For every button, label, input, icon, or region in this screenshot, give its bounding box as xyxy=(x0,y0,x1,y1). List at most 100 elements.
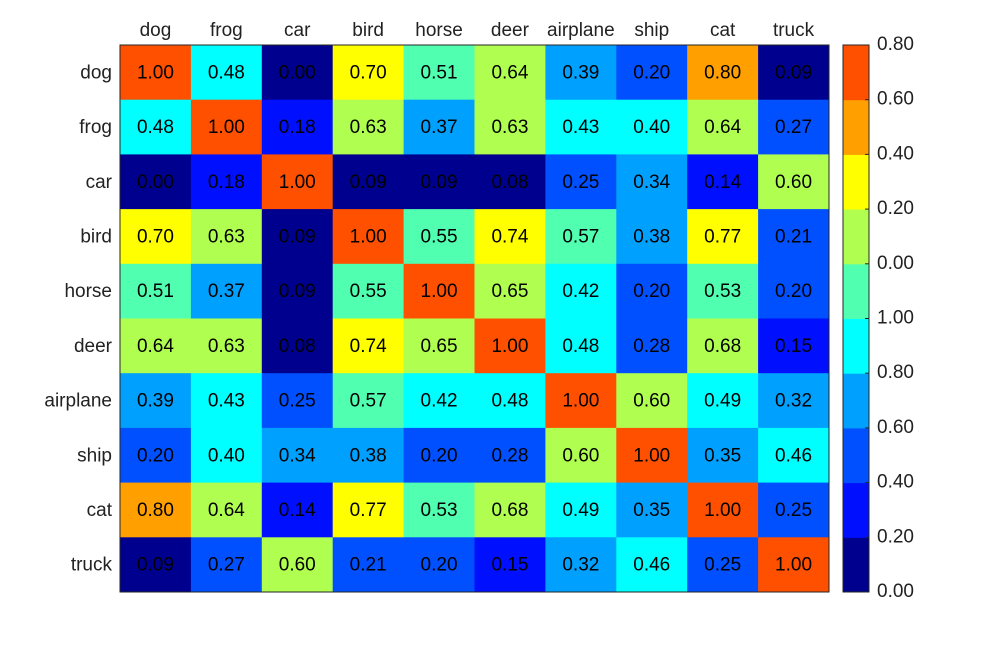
cell xyxy=(403,209,475,265)
cell-label: 0.09 xyxy=(421,172,458,193)
row-label: horse xyxy=(64,281,112,302)
cell xyxy=(120,537,192,593)
cell-label: 0.68 xyxy=(704,336,741,357)
cell-label: 0.32 xyxy=(775,391,812,412)
cell-label: 0.46 xyxy=(775,445,812,466)
cell-label: 0.46 xyxy=(633,555,670,576)
column-label: deer xyxy=(491,20,530,41)
cell-label: 0.34 xyxy=(633,172,670,193)
cell-label: 0.00 xyxy=(279,62,316,83)
cell xyxy=(687,482,759,538)
row-label: ship xyxy=(77,445,112,466)
cell-label: 0.35 xyxy=(704,445,741,466)
cell-label: 1.00 xyxy=(775,555,812,576)
cell xyxy=(403,482,475,538)
cell xyxy=(332,537,405,593)
cell xyxy=(474,537,546,593)
cell-label: 0.60 xyxy=(279,555,316,576)
column-label: truck xyxy=(773,20,815,41)
cell xyxy=(120,373,192,429)
cell-label: 0.77 xyxy=(704,226,741,247)
cell-label: 0.63 xyxy=(350,117,387,138)
cell-label: 0.70 xyxy=(137,226,174,247)
cell xyxy=(687,45,759,101)
cell xyxy=(758,209,830,265)
cell-label: 0.25 xyxy=(775,500,812,521)
cell xyxy=(758,373,830,429)
cell-label: 0.09 xyxy=(775,62,812,83)
cell xyxy=(758,537,830,593)
cell xyxy=(332,209,405,265)
row-label: dog xyxy=(80,62,112,83)
cell xyxy=(545,263,617,319)
column-label: car xyxy=(284,20,311,41)
cell xyxy=(332,99,405,155)
colorbar-tick-label: 0.40 xyxy=(877,143,914,164)
cell-label: 0.74 xyxy=(491,226,528,247)
cell-label: 0.37 xyxy=(421,117,458,138)
cell xyxy=(190,537,263,593)
cell-label: 0.80 xyxy=(704,62,741,83)
row-label: deer xyxy=(74,336,113,357)
cell-label: 0.20 xyxy=(633,281,670,302)
colorbar-tick-label: 0.60 xyxy=(877,417,914,438)
colorbar-segment xyxy=(843,537,869,593)
cell xyxy=(190,263,263,319)
cell xyxy=(545,373,617,429)
cell-label: 0.09 xyxy=(279,226,316,247)
colorbar-tick-label: 0.80 xyxy=(877,34,914,55)
cell xyxy=(403,45,475,101)
cell-label: 0.64 xyxy=(704,117,741,138)
cell-label: 0.39 xyxy=(137,391,174,412)
cell-label: 0.08 xyxy=(279,336,316,357)
cell-label: 0.43 xyxy=(208,391,245,412)
cell xyxy=(616,482,688,538)
cell-label: 0.32 xyxy=(562,555,599,576)
cell-label: 0.74 xyxy=(350,336,387,357)
cell-label: 0.60 xyxy=(633,391,670,412)
cell-label: 0.28 xyxy=(491,445,528,466)
cell xyxy=(403,99,475,155)
colorbar-tick-label: 1.00 xyxy=(877,308,914,329)
cell xyxy=(120,427,192,484)
cell-label: 0.40 xyxy=(208,445,245,466)
cell xyxy=(261,482,334,538)
colorbar-tick-label: 0.80 xyxy=(877,362,914,383)
column-label: bird xyxy=(352,20,384,41)
column-label: horse xyxy=(415,20,463,41)
cell xyxy=(261,427,334,484)
cell-label: 0.42 xyxy=(421,391,458,412)
cell-label: 0.64 xyxy=(137,336,174,357)
cell-label: 0.43 xyxy=(562,117,599,138)
cell xyxy=(403,263,475,319)
cell xyxy=(332,154,405,210)
cell xyxy=(261,373,334,429)
cell xyxy=(120,45,192,101)
cell-label: 0.68 xyxy=(491,500,528,521)
cell xyxy=(332,45,405,101)
cell xyxy=(616,263,688,319)
cell xyxy=(120,263,192,319)
cell-label: 0.27 xyxy=(208,555,245,576)
colorbar-segment xyxy=(843,318,869,374)
cell xyxy=(190,45,263,101)
cell xyxy=(545,209,617,265)
column-label: ship xyxy=(634,20,669,41)
cell-label: 1.00 xyxy=(491,336,528,357)
cell xyxy=(758,482,830,538)
colorbar-tick-label: 0.00 xyxy=(877,253,914,274)
cell xyxy=(758,154,830,210)
cell xyxy=(261,318,334,374)
cell xyxy=(190,318,263,374)
cell-label: 1.00 xyxy=(633,445,670,466)
cell-label: 0.21 xyxy=(350,555,387,576)
cell xyxy=(190,209,263,265)
cell xyxy=(616,318,688,374)
cell xyxy=(616,45,688,101)
cell xyxy=(545,45,617,101)
colorbar-tick-label: 0.00 xyxy=(877,581,914,602)
cell xyxy=(403,537,475,593)
cell xyxy=(332,427,405,484)
cell xyxy=(474,154,546,210)
cell-label: 0.14 xyxy=(704,172,741,193)
